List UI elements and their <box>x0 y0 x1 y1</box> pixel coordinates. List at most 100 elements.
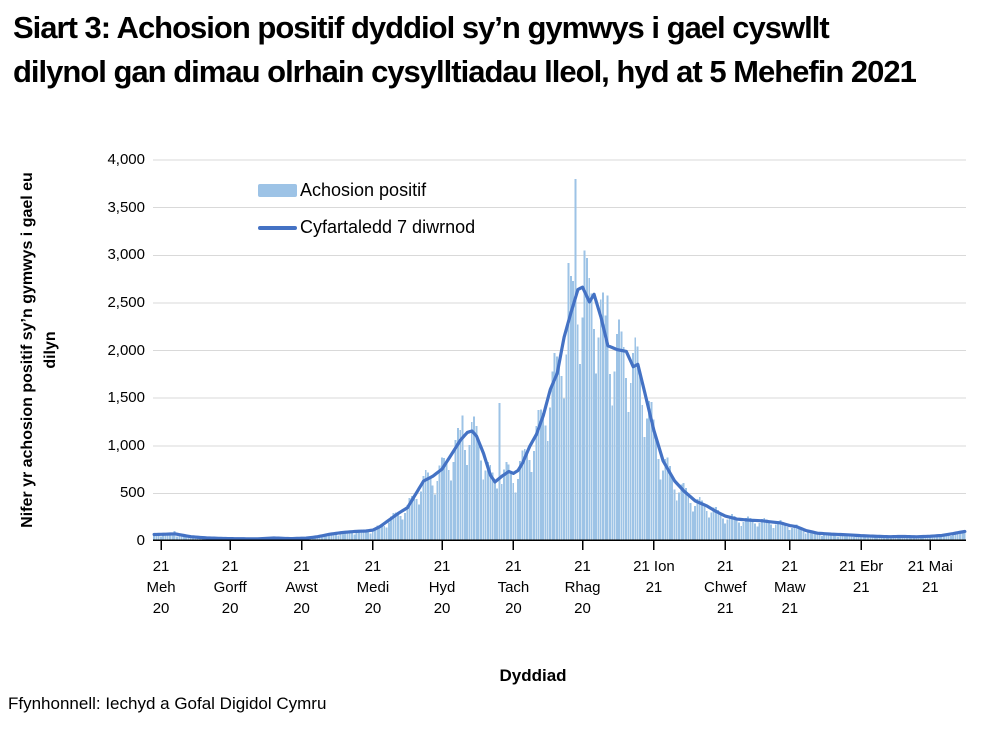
bar <box>339 533 342 541</box>
bar <box>466 464 469 541</box>
bar <box>813 531 816 541</box>
bar <box>832 534 835 541</box>
bar <box>182 534 185 541</box>
bar <box>650 401 653 541</box>
bar <box>961 531 964 541</box>
bar <box>461 415 464 541</box>
avg-line <box>152 285 967 541</box>
bar <box>668 466 671 541</box>
bar <box>579 364 581 541</box>
bar <box>539 409 542 541</box>
bar <box>166 532 169 541</box>
bar <box>341 531 344 541</box>
legend: Achosion positif Cyfartaledd 7 diwrnod <box>258 172 475 246</box>
bar-swatch-icon <box>258 184 297 197</box>
source-note: Ffynhonnell: Iechyd a Gofal Digidol Cymr… <box>8 694 327 713</box>
bar <box>404 512 406 541</box>
bar <box>581 317 584 541</box>
bar <box>894 536 897 541</box>
bar <box>590 293 593 541</box>
bar <box>344 530 347 541</box>
bar <box>811 530 814 541</box>
bar <box>576 324 579 541</box>
bar <box>385 527 388 541</box>
legend-label-bars: Achosion positif <box>300 180 427 200</box>
bar <box>797 526 800 541</box>
bar <box>784 523 786 541</box>
bar <box>751 519 754 541</box>
bar <box>424 470 427 541</box>
bar <box>475 425 478 541</box>
bar <box>675 500 678 541</box>
bar <box>659 479 662 541</box>
bar <box>180 534 183 541</box>
bar <box>816 533 819 541</box>
bar <box>800 528 803 541</box>
bar <box>443 457 446 541</box>
bar <box>687 494 690 541</box>
bar <box>818 534 821 541</box>
bar <box>625 377 628 541</box>
y-tick-label: 2,000 <box>107 341 145 359</box>
bar <box>820 535 823 541</box>
bar <box>737 522 740 541</box>
bar <box>701 500 704 541</box>
bar <box>316 536 319 541</box>
bar <box>567 262 570 541</box>
bar <box>325 534 328 541</box>
bar <box>763 517 766 541</box>
bar <box>931 536 934 541</box>
bar <box>807 532 809 541</box>
bar <box>157 535 160 541</box>
bar <box>422 476 425 541</box>
bar <box>330 533 333 541</box>
bar <box>164 533 167 541</box>
bar <box>318 536 321 541</box>
bar <box>878 535 881 541</box>
bar <box>880 536 883 541</box>
bar <box>360 529 363 541</box>
bar <box>632 352 634 541</box>
bar <box>666 457 669 541</box>
bar <box>793 525 796 541</box>
bar <box>915 537 918 541</box>
bar <box>562 398 565 541</box>
bar <box>728 515 731 541</box>
bar <box>592 328 595 541</box>
legend-item-bars: Achosion positif <box>258 172 475 209</box>
y-tick-label: 0 <box>136 532 145 549</box>
bar <box>682 482 685 541</box>
bar <box>705 510 708 541</box>
bar <box>328 533 330 541</box>
bar <box>440 457 443 541</box>
x-tick-label: 21 Gorff 20 <box>213 558 247 617</box>
bar <box>314 536 317 541</box>
y-tick-label: 2,500 <box>107 293 145 311</box>
bar <box>480 460 482 541</box>
bar <box>834 535 837 541</box>
bar <box>415 499 418 541</box>
bar <box>569 275 572 541</box>
x-tick-label: 21 Ebr 21 <box>839 558 884 596</box>
bar <box>551 371 554 541</box>
bar <box>486 462 489 541</box>
bar <box>742 522 745 541</box>
bar <box>470 422 473 541</box>
bar <box>850 535 853 541</box>
bar <box>671 475 674 541</box>
bar <box>321 537 324 541</box>
bar <box>945 534 948 541</box>
bar <box>530 472 533 541</box>
bar <box>599 299 602 541</box>
bar <box>323 535 326 541</box>
bar <box>823 534 826 541</box>
bar <box>883 537 885 541</box>
bar <box>685 488 687 541</box>
bar <box>606 295 609 541</box>
bar <box>189 537 192 541</box>
bar <box>774 524 777 541</box>
bar <box>173 531 176 541</box>
x-tick-label: 21 Ion 21 <box>633 558 675 596</box>
bar <box>772 527 775 541</box>
bar <box>334 534 337 541</box>
